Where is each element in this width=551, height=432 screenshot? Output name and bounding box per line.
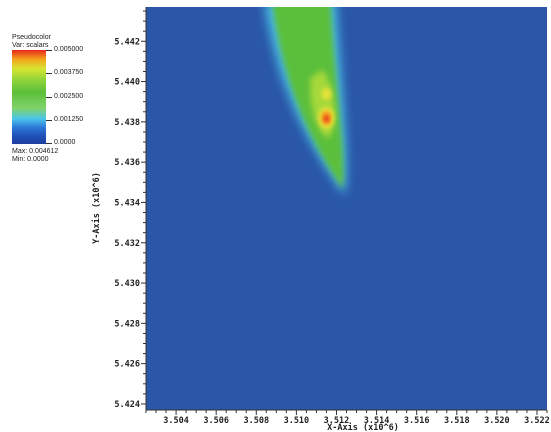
x-tick-label: 3.512	[324, 416, 350, 426]
legend-tick-mark	[46, 50, 52, 51]
x-tick-label: 3.510	[284, 416, 310, 426]
y-tick-label: 5.424	[114, 400, 140, 410]
plume-body	[273, 7, 344, 189]
y-tick-label: 5.442	[114, 37, 140, 47]
plume-layer	[265, 7, 347, 196]
x-axis-title: X-Axis (x10^6)	[327, 422, 399, 432]
plume-secondary-peak	[321, 87, 332, 100]
y-tick-label: 5.432	[114, 239, 140, 249]
plume-peak	[323, 115, 329, 123]
legend-color-bar	[12, 50, 46, 144]
y-axis-title: Y-Axis (x10^6)	[91, 172, 102, 244]
x-tick-label: 3.514	[364, 416, 390, 426]
x-tick-label: 3.520	[484, 416, 510, 426]
legend-min: Min: 0.0000	[12, 156, 49, 163]
y-tick-label: 5.428	[114, 319, 140, 329]
x-tick-label: 3.522	[524, 416, 550, 426]
legend-tick-mark	[46, 97, 52, 98]
y-tick-label: 5.436	[114, 158, 140, 168]
y-tick-label: 5.438	[114, 118, 140, 128]
legend-tick-label: 0.0000	[54, 139, 76, 146]
legend-max: Max: 0.004612	[12, 148, 59, 155]
legend-tick-mark	[46, 73, 52, 74]
x-tick-label: 3.504	[163, 416, 189, 426]
x-tick-label: 3.516	[404, 416, 430, 426]
y-tick-label: 5.434	[114, 198, 140, 208]
legend-tick-label: 0.002500	[54, 93, 84, 100]
legend-tick-mark	[46, 120, 52, 121]
legend-title: Pseudocolor	[12, 34, 51, 41]
legend-tick-label: 0.001250	[54, 116, 84, 123]
color-legend: Pseudocolor Var: scalars 0.005000 0.0037…	[0, 0, 140, 175]
x-tick-label: 3.506	[203, 416, 229, 426]
legend-tick-mark	[46, 143, 52, 144]
y-tick-label: 5.426	[114, 360, 140, 370]
y-tick-label: 5.440	[114, 78, 140, 88]
legend-tick-label: 0.003750	[54, 69, 84, 76]
x-tick-label: 3.508	[243, 416, 269, 426]
plot-area	[146, 7, 547, 410]
axes	[141, 7, 548, 415]
legend-variable: Var: scalars	[12, 42, 49, 49]
y-tick-label: 5.430	[114, 279, 140, 289]
x-tick-label: 3.518	[444, 416, 470, 426]
legend-tick-label: 0.005000	[54, 46, 84, 53]
